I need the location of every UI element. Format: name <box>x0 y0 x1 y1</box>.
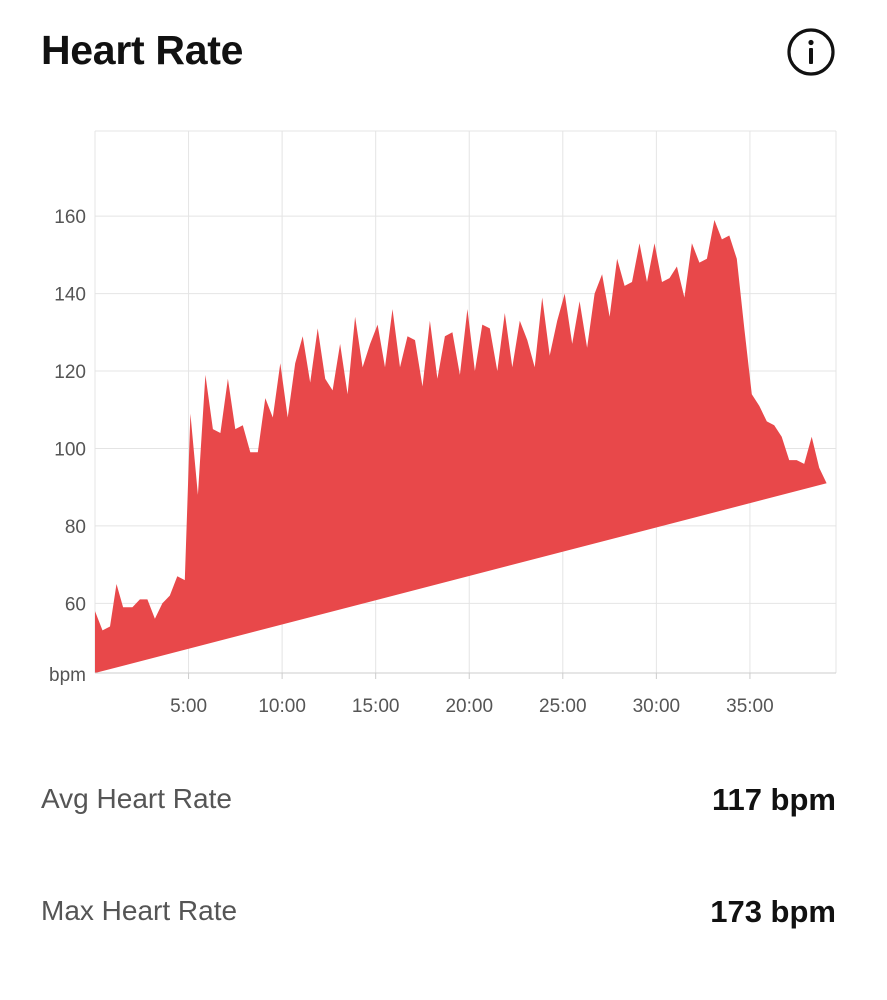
avg-heart-rate-label: Avg Heart Rate <box>41 783 232 814</box>
y-tick-label: 140 <box>54 285 86 306</box>
info-button[interactable] <box>786 27 836 77</box>
chart-labels: 60 80 100 120 140 160 5:00 10:00 15:00 20:00 25:00… <box>49 207 774 717</box>
y-tick-label: 60 <box>65 594 86 615</box>
page-title: Heart Rate <box>41 27 244 73</box>
chart-area-layer <box>95 220 827 673</box>
heart-rate-chart: 60 80 100 120 140 160 5:00 10:00 15:00 20:00 25:00… <box>0 110 887 730</box>
avg-heart-rate-value: 117 bpm <box>711 782 836 817</box>
y-tick-label: 120 <box>54 362 86 383</box>
y-tick-label: 80 <box>65 517 86 538</box>
stat-row-max: Max Heart Rate 173 bpm <box>0 857 887 969</box>
y-unit-label: bpm <box>49 665 86 686</box>
max-heart-rate-label: Max Heart Rate <box>41 895 238 926</box>
stats-list: Avg Heart Rate 117 bpm Max Heart Rate 17… <box>0 745 887 969</box>
chart-axes <box>95 672 836 679</box>
x-tick-label: 20:00 <box>445 696 493 717</box>
x-tick-label: 15:00 <box>352 696 400 717</box>
x-tick-label: 10:00 <box>258 696 306 717</box>
x-tick-label: 25:00 <box>539 696 587 717</box>
x-tick-label: 35:00 <box>726 696 774 717</box>
heart-rate-chart-svg: 60 80 100 120 140 160 5:00 10:00 15:00 20:00 25:00… <box>49 130 837 717</box>
x-tick-label: 5:00 <box>170 696 207 717</box>
info-icon <box>787 28 835 76</box>
max-heart-rate-value: 173 bpm <box>710 894 836 929</box>
header: Heart Rate <box>0 0 887 110</box>
x-tick-label: 30:00 <box>633 696 681 717</box>
heart-rate-area <box>95 220 827 673</box>
y-tick-label: 160 <box>54 207 86 228</box>
y-tick-label: 100 <box>54 439 86 460</box>
stat-row-avg: Avg Heart Rate 117 bpm <box>0 745 887 857</box>
